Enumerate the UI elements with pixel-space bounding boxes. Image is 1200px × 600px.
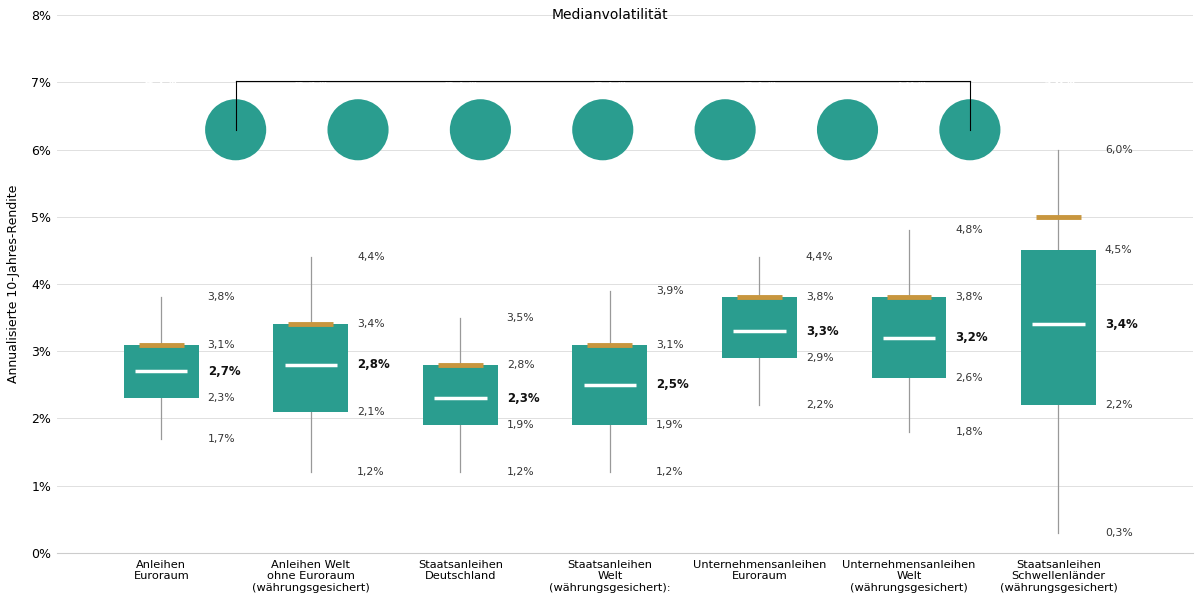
FancyBboxPatch shape: [572, 344, 647, 425]
Text: 2,7%: 2,7%: [208, 365, 240, 378]
Text: 9,6%: 9,6%: [1042, 76, 1075, 89]
Text: 3,8%: 3,8%: [955, 292, 983, 302]
Text: 1,2%: 1,2%: [358, 467, 385, 477]
Text: 1,9%: 1,9%: [656, 420, 684, 430]
Text: 5,0%: 5,0%: [893, 76, 925, 89]
FancyBboxPatch shape: [422, 365, 498, 425]
Text: 2,8%: 2,8%: [358, 358, 390, 371]
Text: 3,4%: 3,4%: [1105, 318, 1138, 331]
Y-axis label: Annualisierte 10-Jahres-Rendite: Annualisierte 10-Jahres-Rendite: [7, 185, 20, 383]
Text: 3,4%: 3,4%: [358, 319, 385, 329]
Text: 0,3%: 0,3%: [1105, 528, 1133, 538]
Text: 4,8%: 4,8%: [955, 225, 983, 235]
Text: 2,3%: 2,3%: [506, 392, 539, 405]
Text: 3,2%: 3,2%: [955, 331, 988, 344]
Text: 3,9%: 3,9%: [656, 286, 684, 296]
Text: 4,5%: 4,5%: [1105, 245, 1133, 256]
Text: 2,2%: 2,2%: [805, 400, 833, 410]
FancyBboxPatch shape: [871, 298, 947, 378]
Text: 3,1%: 3,1%: [208, 340, 235, 350]
Text: Medianvolatilität: Medianvolatilität: [552, 8, 668, 22]
Text: 2,5%: 2,5%: [656, 379, 689, 391]
Text: 3,1%: 3,1%: [656, 340, 684, 350]
Text: 4,7%: 4,7%: [594, 76, 626, 89]
Text: 1,2%: 1,2%: [656, 467, 684, 477]
Text: 1,8%: 1,8%: [955, 427, 983, 437]
FancyBboxPatch shape: [124, 344, 199, 398]
Text: 1,9%: 1,9%: [506, 420, 534, 430]
Text: 1,7%: 1,7%: [208, 434, 235, 443]
Text: 2,3%: 2,3%: [208, 394, 235, 403]
Text: 6,0%: 6,0%: [1105, 145, 1133, 155]
Text: 3,8%: 3,8%: [805, 292, 833, 302]
Text: 2,9%: 2,9%: [805, 353, 833, 363]
Text: 4,4%: 4,4%: [358, 252, 385, 262]
Text: 2,8%: 2,8%: [506, 360, 534, 370]
Text: 1,2%: 1,2%: [506, 467, 534, 477]
Text: 4,2%: 4,2%: [743, 76, 775, 89]
Text: 4,1%: 4,1%: [145, 76, 178, 89]
FancyBboxPatch shape: [1021, 250, 1096, 405]
Text: 4,9%: 4,9%: [294, 76, 328, 89]
Text: 3,3%: 3,3%: [805, 325, 839, 338]
Text: 3,5%: 3,5%: [506, 313, 534, 323]
Text: 4,4%: 4,4%: [805, 252, 833, 262]
Text: 4,7%: 4,7%: [444, 76, 476, 89]
Text: 3,8%: 3,8%: [208, 292, 235, 302]
Text: 2,1%: 2,1%: [358, 407, 385, 417]
Text: 2,2%: 2,2%: [1105, 400, 1133, 410]
FancyBboxPatch shape: [722, 298, 797, 358]
Text: 2,6%: 2,6%: [955, 373, 983, 383]
FancyBboxPatch shape: [274, 325, 348, 412]
